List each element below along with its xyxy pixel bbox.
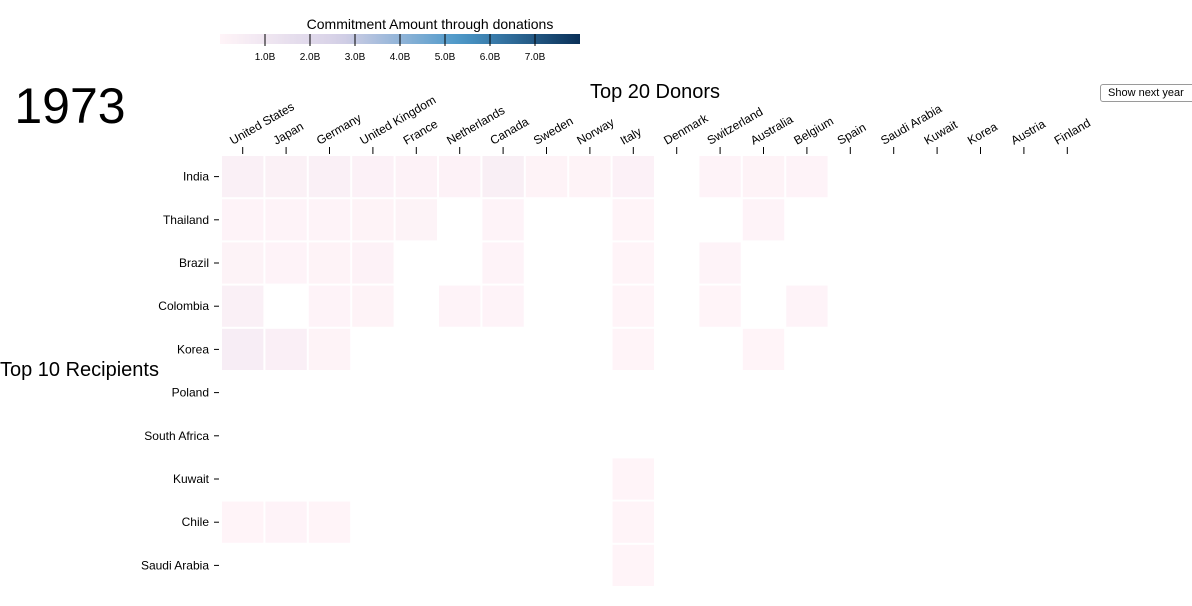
heatmap-cell: India ← Japan: 250000000 <box>265 156 307 198</box>
heatmap-cell: Brazil ← Germany: 80000000 <box>308 242 351 284</box>
x-tick-label: Sweden <box>531 114 576 148</box>
y-tick-label: Saudi Arabia <box>141 558 209 572</box>
heatmap-cell: India ← Belgium: 50000000 <box>786 156 828 198</box>
heatmap-cell: India ← Switzerland: 50000000 <box>699 156 741 198</box>
heatmap-cell: Colombia ← United States: 300000000 <box>222 285 264 327</box>
x-tick-label: Denmark <box>661 111 711 148</box>
heatmap-cell: Thailand ← Canada: 60000000 <box>482 199 524 241</box>
year-label: 1973 <box>14 78 125 134</box>
heatmap-cell: India ← Norway: 80000000 <box>569 156 611 198</box>
heatmap-cell: Kuwait ← Italy: 15000000 <box>612 458 654 500</box>
y-tick-label: Thailand <box>163 213 209 227</box>
legend-tick-label: 1.0B <box>255 52 276 63</box>
heatmap-cells: India ← United States: 300000000India ← … <box>222 156 828 586</box>
y-tick-label: South Africa <box>144 429 209 443</box>
y-axis: India Thailand Brazil Colombia Korea Poland So… <box>141 170 219 572</box>
heatmap-cell: India ← Canada: 400000000 <box>482 156 524 198</box>
heatmap-cell: Colombia ← Belgium: 40000000 <box>786 285 828 327</box>
heatmap-cell: Brazil ← United States: 100000000 <box>222 242 264 284</box>
heatmap-cell: Thailand ← Australia: 40000000 <box>742 199 785 241</box>
heatmap-cell: Brazil ← United Kingdom: 150000000 <box>352 242 394 284</box>
heatmap-cell: Thailand ← Italy: 30000000 <box>612 199 654 241</box>
heatmap-cell: Chile ← Japan: 50000000 <box>265 501 307 543</box>
heatmap-cell: India ← Netherlands: 130000000 <box>439 156 481 198</box>
y-tick-label: Brazil <box>179 256 209 270</box>
y-tick-label: Colombia <box>158 299 209 313</box>
y-tick-label: Poland <box>172 386 209 400</box>
heatmap-cell: Brazil ← Switzerland: 40000000 <box>699 242 741 284</box>
heatmap-cell: Korea ← United States: 500000000 <box>222 328 264 370</box>
heatmap-cell: Colombia ← United Kingdom: 80000000 <box>352 285 394 327</box>
heatmap-cell: India ← Germany: 300000000 <box>308 156 351 198</box>
heatmap-cell: India ← Sweden: 80000000 <box>525 156 568 198</box>
legend-tick-label: 6.0B <box>480 52 501 63</box>
heatmap-cell: Korea ← Germany: 80000000 <box>308 328 351 370</box>
x-axis-title: Top 20 Donors <box>590 81 720 103</box>
x-tick-label: Finland <box>1052 116 1093 148</box>
heatmap-cell: Thailand ← France: 100000000 <box>395 199 437 241</box>
y-tick-label: Chile <box>182 515 210 529</box>
legend-title: Commitment Amount through donations <box>307 16 554 32</box>
heatmap-cell: India ← United Kingdom: 200000000 <box>352 156 394 198</box>
x-tick-label: Spain <box>835 120 869 147</box>
heatmap-cell: Colombia ← Canada: 50000000 <box>482 285 524 327</box>
heatmap-cell: Colombia ← Germany: 60000000 <box>308 285 351 327</box>
y-axis-title: Top 10 Recipients <box>0 359 159 381</box>
heatmap-cell: India ← Italy: 200000000 <box>612 156 654 198</box>
heatmap-cell: Thailand ← Germany: 50000000 <box>308 199 351 241</box>
x-tick-label: Italy <box>618 124 644 147</box>
x-tick-label: Korea <box>965 119 1000 147</box>
legend-tick-label: 2.0B <box>300 52 321 63</box>
heatmap-cell: Chile ← Italy: 15000000 <box>612 501 654 543</box>
heatmap-cell: Colombia ← Italy: 30000000 <box>612 285 654 327</box>
heatmap-cell: Korea ← Australia: 20000000 <box>742 328 785 370</box>
heatmap-cell: Korea ← Italy: 20000000 <box>612 328 654 370</box>
legend-tick-label: 5.0B <box>435 52 456 63</box>
heatmap-cell: India ← United States: 300000000 <box>222 156 264 198</box>
heatmap-cell: Brazil ← Japan: 50000000 <box>265 242 307 284</box>
heatmap-cell: Thailand ← United States: 50000000 <box>222 199 264 241</box>
heatmap-cell: Korea ← Japan: 350000000 <box>265 328 307 370</box>
heatmap-cell: Brazil ← Italy: 30000000 <box>612 242 654 284</box>
y-tick-label: Korea <box>177 342 209 356</box>
legend-tick-label: 7.0B <box>525 52 546 63</box>
x-tick-label: Austria <box>1008 117 1048 148</box>
legend-tick-label: 3.0B <box>345 52 366 63</box>
y-tick-label: India <box>183 170 209 184</box>
heatmap-cell: Thailand ← Japan: 60000000 <box>265 199 307 241</box>
y-tick-label: Kuwait <box>173 472 210 486</box>
heatmap-cell: Chile ← United States: 30000000 <box>222 501 264 543</box>
x-tick-label: Germany <box>314 111 364 148</box>
heatmap-cell: Colombia ← Switzerland: 30000000 <box>699 285 741 327</box>
color-legend: Commitment Amount through donations 1.0B… <box>220 16 580 63</box>
heatmap-cell: Saudi Arabia ← Italy: 15000000 <box>612 544 654 586</box>
x-tick-label: Norway <box>574 115 616 147</box>
show-next-year-button[interactable]: Show next year <box>1100 84 1192 102</box>
heatmap-cell: Brazil ← Canada: 50000000 <box>482 242 524 284</box>
legend-tick-label: 4.0B <box>390 52 411 63</box>
heatmap-cell: India ← Australia: 80000000 <box>742 156 785 198</box>
heatmap-cell: Thailand ← United Kingdom: 80000000 <box>352 199 394 241</box>
x-tick-label: Belgium <box>791 114 836 148</box>
heatmap-cell: India ← France: 120000000 <box>395 156 437 198</box>
heatmap-cell: Colombia ← Netherlands: 40000000 <box>439 285 481 327</box>
heatmap-cell: Chile ← Germany: 30000000 <box>308 501 351 543</box>
